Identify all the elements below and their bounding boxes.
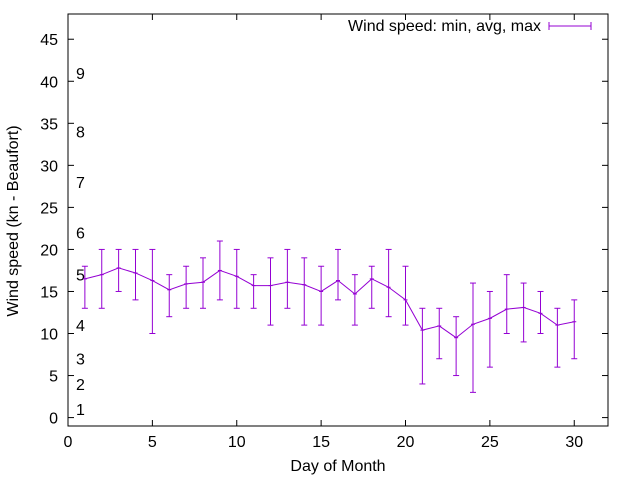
beaufort-label: 4 xyxy=(76,318,85,335)
y-tick-label: 10 xyxy=(40,327,58,344)
x-tick-label: 30 xyxy=(565,434,583,451)
beaufort-label: 5 xyxy=(76,268,85,285)
beaufort-label: 3 xyxy=(76,352,85,369)
series-line xyxy=(84,267,575,339)
beaufort-label: 8 xyxy=(76,125,85,142)
y-tick-label: 5 xyxy=(49,369,58,386)
x-tick-label: 5 xyxy=(148,434,157,451)
y-tick-label: 35 xyxy=(40,116,58,133)
x-tick-label: 20 xyxy=(397,434,415,451)
x-axis-label: Day of Month xyxy=(290,458,385,475)
x-tick-label: 15 xyxy=(312,434,330,451)
x-tick-label: 25 xyxy=(481,434,499,451)
legend: Wind speed: min, avg, max xyxy=(348,18,592,35)
y-tick-label: 20 xyxy=(40,242,58,259)
y-tick-label: 0 xyxy=(49,411,58,428)
series-wind-speed xyxy=(81,240,578,393)
legend-label: Wind speed: min, avg, max xyxy=(348,18,541,35)
beaufort-label: 2 xyxy=(76,377,85,394)
beaufort-label: 1 xyxy=(76,402,85,419)
y-tick-label: 30 xyxy=(40,158,58,175)
y-tick-label: 15 xyxy=(40,284,58,301)
beaufort-label: 6 xyxy=(76,226,85,243)
beaufort-label: 9 xyxy=(76,66,85,83)
y-tick-label: 25 xyxy=(40,200,58,217)
x-tick-label: 0 xyxy=(64,434,73,451)
y-axis-label: Wind speed (kn - Beaufort) xyxy=(5,125,22,316)
x-tick-label: 10 xyxy=(228,434,246,451)
y-tick-label: 45 xyxy=(40,32,58,49)
x-axis-ticks: 0 5 10 15 20 25 30 xyxy=(64,14,583,451)
beaufort-scale-labels: 1 2 3 4 5 6 7 8 9 xyxy=(76,66,85,419)
y-tick-label: 40 xyxy=(40,74,58,91)
beaufort-label: 7 xyxy=(76,175,85,192)
plot-frame xyxy=(67,13,609,427)
